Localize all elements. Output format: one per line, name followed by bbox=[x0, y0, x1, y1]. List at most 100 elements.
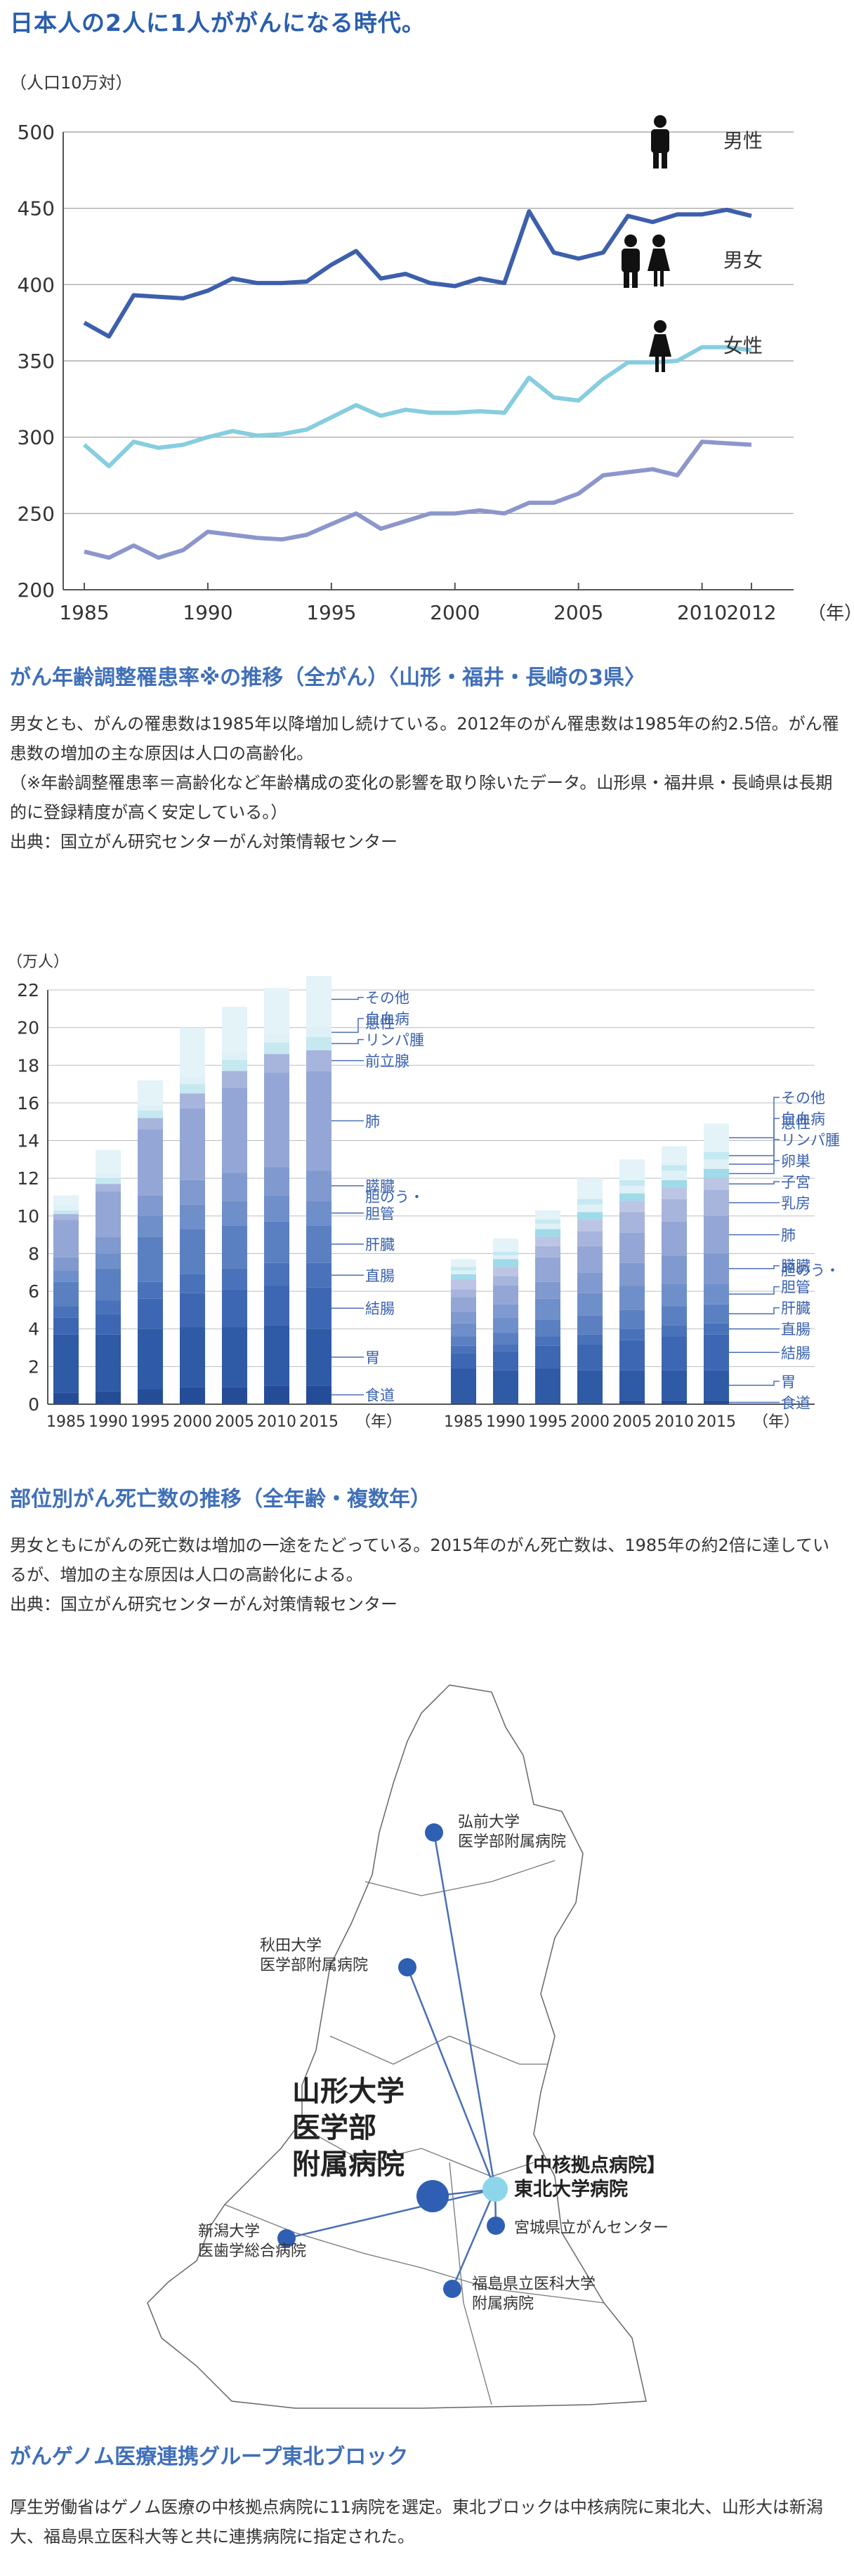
bar-segment bbox=[53, 1220, 79, 1257]
bar-segment bbox=[180, 1027, 205, 1077]
bar-segment bbox=[180, 1180, 205, 1205]
bar-segment bbox=[493, 1317, 518, 1333]
bar-segment bbox=[704, 1178, 729, 1190]
series-label: 女性 bbox=[723, 334, 763, 357]
y-tick-label: 350 bbox=[18, 350, 55, 373]
segment-label: 胆のう・ bbox=[781, 1262, 840, 1279]
link-line bbox=[433, 1832, 497, 2190]
bar-segment bbox=[493, 1370, 518, 1403]
person-icon bbox=[622, 235, 670, 288]
bar-segment bbox=[138, 1118, 163, 1130]
hospital-label: 新潟大学 bbox=[198, 2223, 260, 2240]
leader-line bbox=[729, 1097, 780, 1139]
bar-segment bbox=[306, 1050, 331, 1071]
bar-segment bbox=[451, 1259, 476, 1267]
leader-line bbox=[729, 1181, 780, 1184]
hospital-label: 医学部附属病院 bbox=[260, 1957, 368, 1974]
bar-segment bbox=[619, 1193, 645, 1201]
y-tick-label: 250 bbox=[18, 502, 55, 525]
bar-segment bbox=[53, 1334, 79, 1393]
bar-segment bbox=[53, 1210, 79, 1215]
section1-paragraph: 男女とも、がんの罹患数は1985年以降増加し続けている。2012年のがん罹患数は… bbox=[10, 714, 839, 763]
x-tick-label: 2015 bbox=[697, 1413, 736, 1431]
hub-hospital-dot bbox=[482, 2177, 508, 2202]
bar-segment bbox=[222, 1289, 247, 1328]
bar-segment bbox=[138, 1195, 163, 1216]
x-tick-label: 2005 bbox=[612, 1413, 652, 1431]
bar-segment bbox=[535, 1246, 560, 1257]
x-axis-unit: （年） bbox=[355, 1413, 402, 1431]
leader-line bbox=[331, 1017, 364, 1033]
bar-segment bbox=[96, 1149, 121, 1173]
bar-segment bbox=[306, 1225, 331, 1263]
bar-segment bbox=[493, 1267, 518, 1276]
segment-label: 直腸 bbox=[781, 1321, 810, 1338]
link-line bbox=[286, 2188, 496, 2240]
bar-segment bbox=[535, 1402, 560, 1404]
bar-segment bbox=[264, 1195, 289, 1222]
segment-label: 胆のう・ bbox=[365, 1189, 424, 1206]
series-line bbox=[84, 440, 752, 560]
person-icon bbox=[651, 115, 669, 169]
bar-segment bbox=[180, 1084, 205, 1094]
bar-segment bbox=[180, 1093, 205, 1109]
bar-segment bbox=[704, 1370, 729, 1401]
bar-segment bbox=[264, 988, 289, 1033]
bar-segment bbox=[577, 1344, 603, 1370]
bar-segment bbox=[53, 1317, 79, 1335]
bar-segment bbox=[577, 1198, 603, 1205]
bar-segment bbox=[577, 1402, 603, 1404]
bar-segment bbox=[535, 1281, 560, 1299]
bar-segment bbox=[222, 1201, 247, 1226]
bar-segment bbox=[53, 1204, 79, 1210]
map-outline bbox=[147, 1684, 647, 2409]
x-axis-unit: （年） bbox=[808, 603, 854, 624]
bar-segment bbox=[264, 1054, 289, 1073]
bar-segment bbox=[577, 1246, 603, 1273]
segment-label: 白血病 bbox=[365, 1011, 409, 1028]
bar-segment bbox=[577, 1370, 603, 1403]
bar-segment bbox=[264, 1385, 289, 1404]
hospital-dot bbox=[277, 2229, 296, 2247]
y-tick-label: 450 bbox=[18, 197, 55, 220]
leader-line bbox=[729, 1307, 780, 1315]
bar-segment bbox=[493, 1255, 518, 1260]
bar-segment bbox=[619, 1232, 645, 1263]
y-tick-label: 16 bbox=[17, 1093, 39, 1114]
bar-segment bbox=[619, 1201, 645, 1213]
bar-segment bbox=[493, 1286, 518, 1304]
bar-segment bbox=[662, 1283, 687, 1307]
x-tick-label: 1995 bbox=[528, 1413, 567, 1431]
segment-label: 前立腺 bbox=[365, 1053, 409, 1070]
bar-segment bbox=[704, 1168, 729, 1179]
segment-label: 肝臓 bbox=[365, 1236, 395, 1253]
bar-segment bbox=[451, 1345, 476, 1354]
hospital-label: 医歯学総合病院 bbox=[198, 2243, 306, 2260]
bar-segment bbox=[222, 1059, 247, 1071]
bar-segment bbox=[451, 1323, 476, 1337]
x-tick-label: 2000 bbox=[173, 1413, 212, 1431]
y-tick-label: 10 bbox=[17, 1206, 39, 1227]
bar-segment bbox=[619, 1286, 645, 1310]
section2-paragraph: 男女ともにがんの死亡数は増加の一途をたどっている。2015年のがん死亡数は、19… bbox=[10, 1535, 830, 1585]
bar-segment bbox=[138, 1281, 163, 1299]
bar-segment bbox=[264, 1286, 289, 1326]
bar-segment bbox=[451, 1368, 476, 1403]
bar-segment bbox=[180, 1076, 205, 1085]
segment-label: 悪性 bbox=[365, 1015, 395, 1032]
bar-segment bbox=[577, 1231, 603, 1246]
y-tick-label: 18 bbox=[17, 1055, 39, 1076]
bar-segment bbox=[306, 976, 331, 1028]
prefecture-border bbox=[449, 2162, 492, 2405]
bar-segment bbox=[704, 1304, 729, 1323]
segment-label: 白血病 bbox=[781, 1111, 825, 1128]
bar-segment bbox=[53, 1306, 79, 1318]
bar-segment bbox=[138, 1298, 163, 1329]
person-icon bbox=[649, 320, 671, 372]
segment-label: その他 bbox=[365, 990, 409, 1007]
bar-segment bbox=[306, 1071, 331, 1171]
segment-label: 肺 bbox=[365, 1113, 380, 1130]
bar-segment bbox=[306, 1037, 331, 1050]
bar-segment bbox=[493, 1239, 518, 1252]
bar-segment bbox=[264, 1073, 289, 1168]
